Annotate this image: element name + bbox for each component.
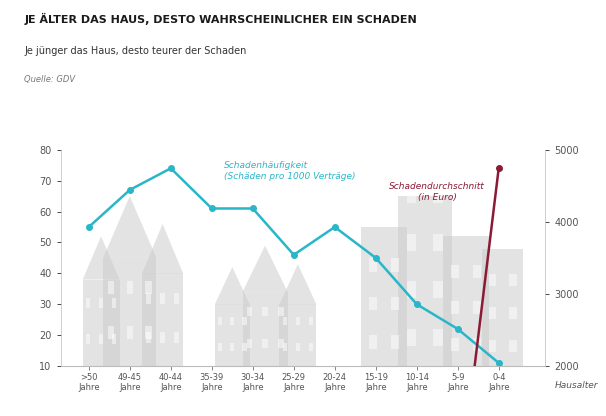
Text: Hausalter: Hausalter <box>554 381 598 390</box>
Bar <box>510 340 517 352</box>
Bar <box>142 273 183 366</box>
Bar <box>146 332 151 343</box>
Bar <box>99 298 103 308</box>
Bar <box>218 343 222 351</box>
Polygon shape <box>242 245 288 292</box>
Bar <box>473 265 481 278</box>
Bar <box>215 304 250 366</box>
Bar <box>407 281 416 298</box>
Bar <box>279 304 316 366</box>
Bar <box>296 317 300 324</box>
Bar <box>230 343 235 351</box>
Bar <box>278 339 284 347</box>
Bar <box>278 307 284 317</box>
Bar <box>433 281 443 298</box>
Bar <box>146 293 151 304</box>
Bar <box>407 233 416 250</box>
Bar <box>433 233 443 250</box>
Polygon shape <box>103 196 156 258</box>
Text: Schadendurchschnitt
(in Euro): Schadendurchschnitt (in Euro) <box>390 182 485 202</box>
Text: Quelle: GDV: Quelle: GDV <box>24 75 75 84</box>
Bar <box>489 340 496 352</box>
Bar <box>82 280 119 366</box>
Bar <box>451 337 459 351</box>
Bar <box>230 317 235 324</box>
Text: Je jünger das Haus, desto teurer der Schaden: Je jünger das Haus, desto teurer der Sch… <box>24 46 247 56</box>
Bar <box>433 186 443 203</box>
Bar <box>112 298 116 308</box>
Polygon shape <box>279 264 316 304</box>
Bar <box>489 307 496 319</box>
Bar <box>308 343 313 351</box>
Bar <box>444 236 488 366</box>
Bar <box>108 281 115 294</box>
Bar <box>296 343 300 351</box>
Bar <box>368 335 377 349</box>
Bar <box>308 317 313 324</box>
Polygon shape <box>82 236 119 280</box>
Bar <box>99 334 103 344</box>
Bar <box>368 297 377 310</box>
Bar <box>391 258 399 272</box>
Bar <box>407 186 416 203</box>
Bar <box>127 326 133 339</box>
Bar <box>368 258 377 272</box>
Bar <box>175 332 179 343</box>
Polygon shape <box>142 224 183 273</box>
Bar <box>160 332 165 343</box>
Bar <box>398 196 451 366</box>
Text: JE ÄLTER DAS HAUS, DESTO WAHRSCHEINLICHER EIN SCHADEN: JE ÄLTER DAS HAUS, DESTO WAHRSCHEINLICHE… <box>24 12 417 25</box>
Bar <box>489 275 496 286</box>
Polygon shape <box>215 267 250 304</box>
Bar <box>175 293 179 304</box>
Bar <box>283 317 287 324</box>
Bar <box>86 334 90 344</box>
Bar <box>86 298 90 308</box>
Bar <box>127 281 133 294</box>
Bar <box>407 329 416 346</box>
Bar <box>262 307 268 317</box>
Bar <box>391 297 399 310</box>
Bar <box>145 281 152 294</box>
Bar <box>510 275 517 286</box>
Bar <box>283 343 287 351</box>
Bar <box>247 339 252 347</box>
Bar <box>218 317 222 324</box>
Bar <box>451 301 459 314</box>
Bar <box>391 335 399 349</box>
Bar <box>242 292 288 366</box>
Bar <box>433 329 443 346</box>
Text: Schadenhäufigkeit
(Schäden pro 1000 Verträge): Schadenhäufigkeit (Schäden pro 1000 Vert… <box>224 161 356 181</box>
Bar <box>510 307 517 319</box>
Bar <box>103 258 156 366</box>
Bar <box>262 339 268 347</box>
Bar <box>145 326 152 339</box>
Bar <box>451 265 459 278</box>
Bar <box>247 307 252 317</box>
Bar <box>473 337 481 351</box>
Bar <box>242 343 247 351</box>
Bar <box>482 249 524 366</box>
Bar <box>473 301 481 314</box>
Bar <box>242 317 247 324</box>
Bar <box>112 334 116 344</box>
Bar <box>108 326 115 339</box>
Bar <box>361 227 407 366</box>
Bar <box>160 293 165 304</box>
